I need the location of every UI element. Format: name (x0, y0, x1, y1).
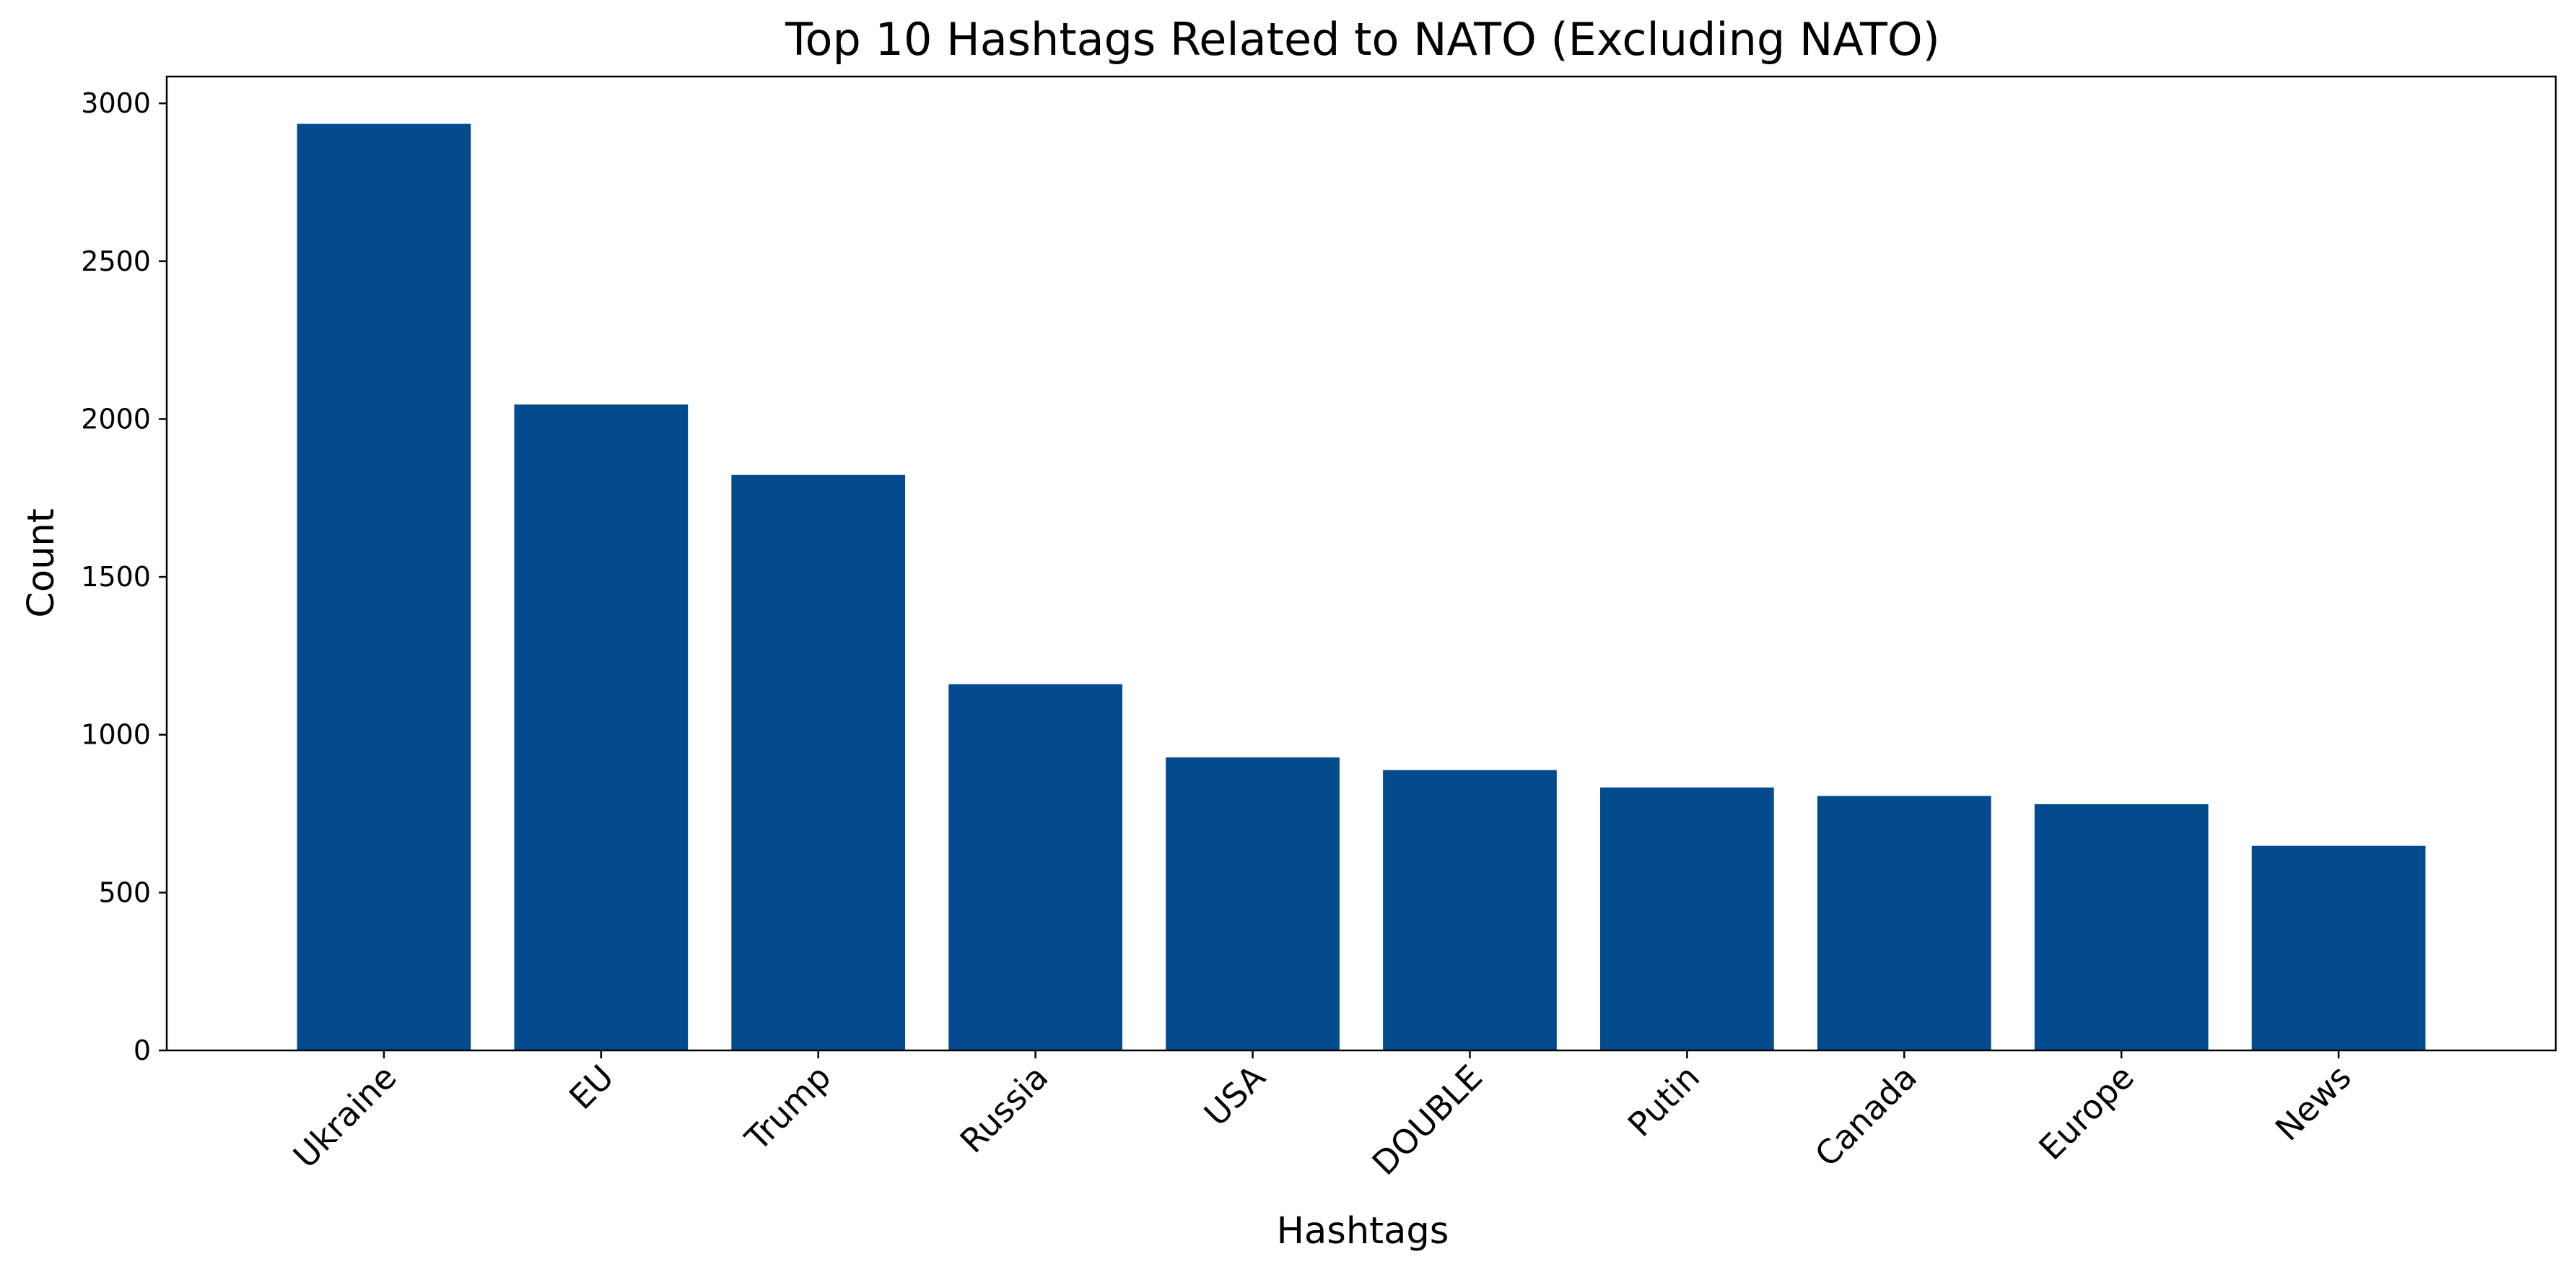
bar-canada (1817, 796, 1991, 1050)
y-axis-ticks: 0 500 1000 1500 2000 2500 3000 (81, 87, 167, 1066)
x-tick-label-putin: Putin (1620, 1058, 1707, 1144)
x-tick-label-canada: Canada (1807, 1058, 1924, 1175)
bars-layer (297, 123, 2426, 1051)
x-tick-label-news: News (2268, 1058, 2359, 1149)
bar-double (1383, 770, 1557, 1050)
x-tick-label-usa: USA (1197, 1057, 1273, 1133)
x-tick-label-russia: Russia (953, 1058, 1056, 1161)
plot-area-frame (165, 75, 2557, 1052)
x-tick-label-europe: Europe (2031, 1058, 2141, 1168)
bar-usa (1166, 757, 1340, 1050)
bar-trump (731, 474, 906, 1050)
bar-ukraine (297, 123, 471, 1051)
y-tick-label: 1000 (81, 719, 151, 751)
x-axis-label: Hashtags (1277, 1210, 1449, 1253)
y-tick-label: 1500 (81, 561, 151, 593)
bar-europe (2034, 804, 2209, 1050)
bar-eu (514, 404, 689, 1050)
x-tick-label-double: DOUBLE (1365, 1058, 1490, 1183)
y-tick-label: 500 (98, 876, 151, 908)
x-tick-label-trump: Trump (737, 1058, 838, 1159)
x-tick-label-eu: EU (562, 1058, 621, 1118)
x-axis-ticks: Ukraine EU Trump Russia USA DOUBLE Putin Canada… (286, 1050, 2359, 1183)
y-tick-label: 3000 (81, 87, 151, 119)
bar-news (2251, 845, 2426, 1050)
y-tick-label: 0 (134, 1035, 151, 1066)
bar-putin (1600, 787, 1774, 1050)
x-tick-label-ukraine: Ukraine (286, 1058, 404, 1176)
bar-russia (948, 684, 1122, 1050)
chart-title: Top 10 Hashtags Related to NATO (Excludi… (785, 13, 1940, 66)
y-tick-label: 2000 (81, 403, 151, 435)
y-axis-label: Count (20, 508, 63, 617)
y-tick-label: 2500 (81, 245, 151, 277)
